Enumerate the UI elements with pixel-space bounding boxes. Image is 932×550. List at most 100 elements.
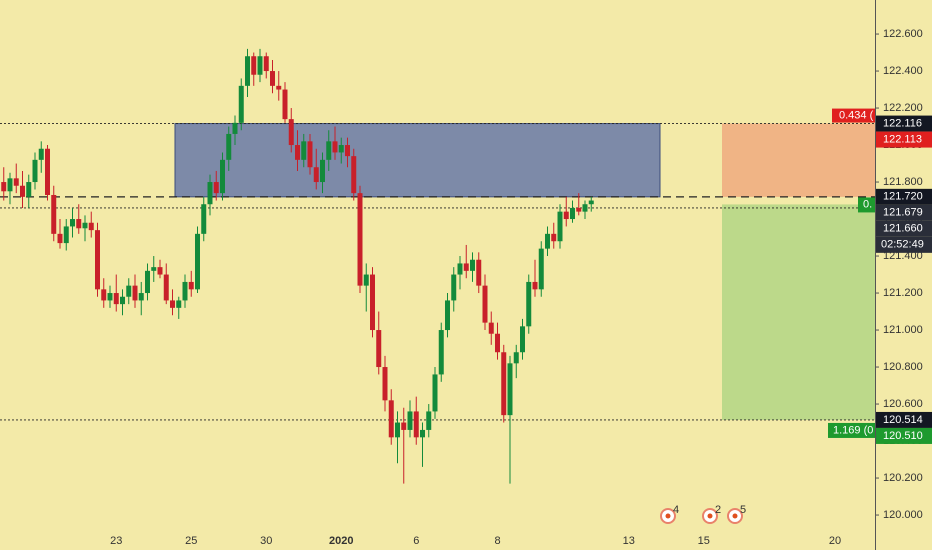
price-label: 122.116 [883, 117, 922, 129]
candle-body [357, 193, 363, 286]
candle-body [20, 185, 25, 197]
candle-body [207, 182, 213, 205]
candle-body [457, 263, 463, 275]
candle-body [370, 274, 375, 331]
candle-body [520, 326, 525, 353]
candle-body [495, 333, 500, 353]
candle-body [182, 281, 188, 301]
candle-body [470, 259, 475, 271]
candle-body [32, 159, 38, 183]
x-tick-label: 8 [494, 535, 500, 547]
candle-body [176, 300, 182, 308]
event-count: 4 [673, 504, 679, 516]
candle-body [51, 194, 57, 234]
candle-body [188, 281, 194, 290]
y-tick-label: 120.000 [883, 509, 923, 521]
candle-body [413, 411, 419, 438]
candle-body [145, 270, 150, 294]
candle-body [132, 285, 138, 301]
x-tick-label: 30 [260, 535, 272, 547]
x-tick-label: 23 [110, 535, 122, 547]
candle-body [513, 352, 519, 364]
candle-body [570, 207, 575, 220]
candle-body [163, 274, 169, 301]
candle-body [126, 285, 132, 297]
candle-body [432, 374, 438, 412]
candle-body [82, 222, 88, 229]
candle-body [501, 352, 507, 416]
candle-body [576, 207, 582, 212]
candle-body [463, 263, 469, 271]
candle-body [301, 141, 307, 160]
candle-body [426, 411, 432, 430]
candle-body [63, 226, 69, 244]
x-tick-label: 20 [829, 535, 841, 547]
candle-body [451, 274, 457, 301]
x-tick-label: 25 [185, 535, 197, 547]
candle-body [351, 156, 357, 194]
candle-body [70, 219, 75, 227]
candle-body [38, 148, 44, 160]
event-dot [665, 513, 671, 519]
candle-body [201, 204, 207, 234]
candle-body [476, 259, 482, 286]
countdown: 02:52:49 [881, 239, 924, 251]
candle-body [107, 293, 113, 301]
candle-body [407, 411, 413, 430]
candle-body [257, 56, 263, 75]
x-tick-label: 13 [623, 535, 635, 547]
price-label: 120.510 [883, 430, 923, 442]
candle-body [238, 85, 244, 123]
candle-body [213, 182, 219, 194]
candle-body [482, 285, 488, 323]
price-label-box [876, 220, 932, 237]
price-label: 121.720 [883, 191, 923, 203]
candle-body [101, 289, 107, 301]
candle-body [395, 422, 400, 438]
risk-area [722, 123, 875, 197]
price-label-box [876, 204, 932, 221]
candle-body [170, 300, 175, 308]
event-count: 5 [740, 504, 746, 516]
y-tick-label: 120.800 [883, 361, 923, 373]
candle-body [7, 178, 13, 192]
candle-body [113, 293, 119, 305]
candle-body [276, 85, 282, 90]
reward-label-box [828, 422, 875, 438]
candle-body [251, 56, 257, 75]
candle-body [313, 167, 319, 183]
y-tick-label: 122.600 [883, 28, 923, 40]
y-tick-label: 121.400 [883, 250, 923, 262]
candle-body [563, 211, 569, 220]
price-label: 122.113 [883, 133, 922, 145]
candle-body [245, 56, 250, 86]
candle-body [345, 145, 350, 157]
y-tick-label: 120.200 [883, 472, 923, 484]
candle-body [445, 300, 450, 331]
price-label-box [876, 427, 932, 444]
candle-body [332, 141, 338, 153]
reward-label: 1.169 (0 [833, 424, 873, 436]
candle-body [420, 429, 425, 438]
candle-body [232, 122, 238, 134]
x-tick-label: 2020 [329, 535, 353, 547]
price-label: 121.679 [883, 207, 923, 219]
candle-body [538, 248, 544, 290]
candle-body [263, 56, 269, 72]
countdown-box [876, 236, 932, 253]
y-tick-label: 120.600 [883, 398, 923, 410]
candle-body [401, 422, 407, 430]
candle-body [88, 222, 94, 231]
candle-body [338, 145, 344, 153]
event-count: 2 [715, 504, 721, 516]
event-dot [707, 513, 713, 519]
candle-body [270, 71, 275, 86]
risk-label-box [832, 108, 875, 123]
y-tick-label: 121.000 [883, 324, 923, 336]
price-label: 120.514 [883, 414, 923, 426]
y-tick-label: 121.800 [883, 176, 923, 188]
candle-body [588, 200, 594, 205]
candle-body [326, 141, 332, 160]
candle-body [45, 148, 50, 195]
candle-body [438, 330, 444, 375]
